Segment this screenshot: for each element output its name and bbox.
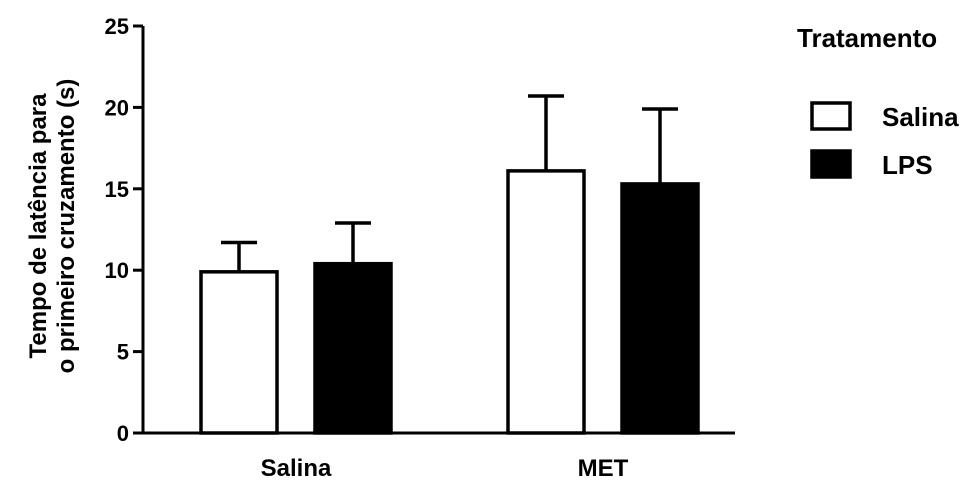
- bar-salina-salina: [199, 270, 279, 435]
- y-axis-title: Tempo de latência para o primeiro cruzam…: [25, 79, 80, 374]
- y-axis-title-line-1: Tempo de latência para: [25, 93, 52, 359]
- legend-label: LPS: [882, 150, 933, 180]
- x-category-label: MET: [578, 455, 629, 481]
- y-tick-label: 25: [105, 14, 129, 39]
- bar-met-salina: [506, 169, 586, 435]
- legend: Tratamento Salina LPS: [797, 23, 959, 180]
- x-category-label: Salina: [261, 455, 332, 481]
- legend-label: Salina: [882, 102, 959, 132]
- bar-salina-lps: [313, 261, 393, 435]
- legend-swatch: [810, 101, 852, 131]
- x-labels: Salina MET: [261, 455, 629, 481]
- bars: [199, 94, 700, 435]
- legend-swatch: [810, 149, 852, 179]
- y-ticks: 0 5 10 15 20 25: [105, 14, 143, 446]
- y-tick-label: 15: [105, 177, 129, 202]
- y-tick-label: 20: [105, 95, 129, 120]
- y-tick-label: 5: [117, 340, 129, 365]
- legend-title: Tratamento: [797, 23, 937, 53]
- bar-met-lps: [620, 182, 700, 435]
- y-tick-label: 0: [117, 421, 129, 446]
- y-tick-label: 10: [105, 258, 129, 283]
- y-axis-title-line-2: o primeiro cruzamento (s): [53, 79, 80, 374]
